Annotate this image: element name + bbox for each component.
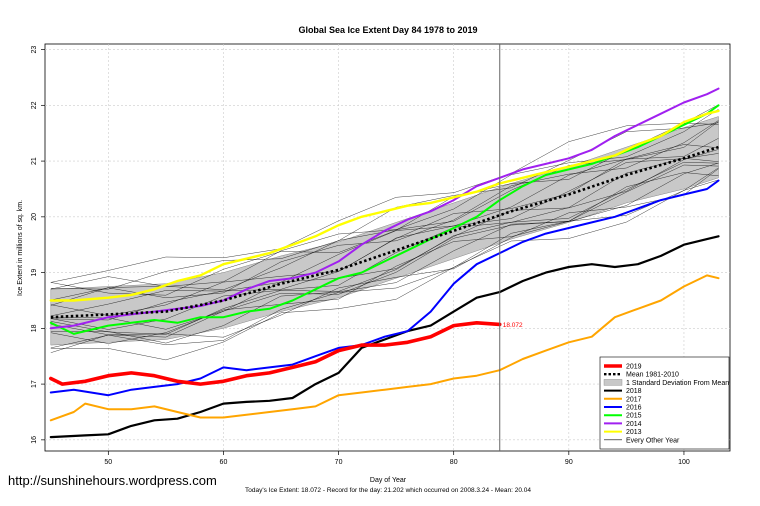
y-tick-label: 23: [31, 46, 38, 54]
x-tick-label: 50: [104, 459, 112, 466]
y-axis-ticks: 16 17 18 19 20 21 22 23: [31, 46, 45, 444]
series-2018-line: [49, 235, 720, 439]
series-lines: [49, 87, 720, 439]
other-year-line: [50, 108, 719, 290]
series-2016-line: [49, 179, 720, 397]
other-year-line: [50, 144, 719, 316]
legend-label-every-other-year: Every Other Year: [626, 437, 680, 444]
other-year-line: [50, 149, 719, 330]
legend-label-2014: 2014: [626, 421, 642, 428]
today-value-label: 18.072: [503, 322, 523, 329]
legend-label-2018: 2018: [626, 388, 642, 395]
legend-label-2016: 2016: [626, 405, 642, 412]
series-2019-line: [49, 321, 502, 386]
watermark-url: http://sunshinehours.wordpress.com: [8, 473, 217, 488]
today-summary: Today's Ice Extent: 18.072 - Record for …: [245, 487, 531, 494]
other-year-line: [50, 161, 719, 335]
x-axis-ticks: 50 60 70 80 90 100: [104, 451, 690, 466]
other-year-line: [50, 162, 719, 344]
y-tick-label: 22: [31, 101, 38, 109]
other-year-line: [50, 168, 719, 353]
other-year-line: [50, 104, 719, 283]
legend-label-1-standard-deviation-from-mean: 1 Standard Deviation From Mean: [626, 380, 729, 387]
legend-swatch-1-standard-deviation-from-mean: [603, 379, 623, 386]
legend-label-2013: 2013: [626, 429, 642, 436]
chart-title: Global Sea Ice Extent Day 84 1978 to 201…: [298, 25, 477, 35]
other-year-line: [50, 120, 719, 301]
x-tick-label: 80: [450, 459, 458, 466]
x-tick-label: 70: [335, 459, 343, 466]
series-2017-line: [49, 274, 720, 422]
y-tick-label: 21: [31, 157, 38, 165]
y-tick-label: 19: [31, 269, 38, 277]
plot-area: 18.072: [44, 43, 731, 452]
legend-box: [599, 356, 730, 450]
x-tick-label: 90: [565, 459, 573, 466]
series-2013-line: [49, 109, 720, 302]
legend-label-mean-1981-2010: Mean 1981-2010: [626, 372, 679, 379]
x-tick-label: 60: [220, 459, 228, 466]
other-year-line: [50, 164, 719, 338]
y-tick-label: 20: [31, 213, 38, 221]
other-year-line: [50, 167, 719, 349]
y-tick-label: 17: [31, 380, 38, 388]
mean-line: [50, 145, 719, 319]
other-year-line: [50, 179, 719, 361]
legend-label-2019: 2019: [626, 364, 642, 371]
y-axis-label: Ice Extent in millions of sq. km.: [17, 200, 24, 296]
other-year-line: [50, 172, 719, 344]
mean-1981-2010-line: [50, 145, 719, 319]
legend-label-2015: 2015: [626, 413, 642, 420]
x-axis-label: Day of Year: [370, 477, 407, 484]
y-tick-label: 16: [31, 436, 38, 444]
other-year-line: [50, 158, 719, 330]
y-tick-label: 18: [31, 324, 38, 332]
x-tick-label: 100: [678, 459, 690, 466]
series-2014-line: [49, 87, 720, 330]
other-year-line: [50, 153, 719, 321]
legend-label-2017: 2017: [626, 396, 642, 403]
